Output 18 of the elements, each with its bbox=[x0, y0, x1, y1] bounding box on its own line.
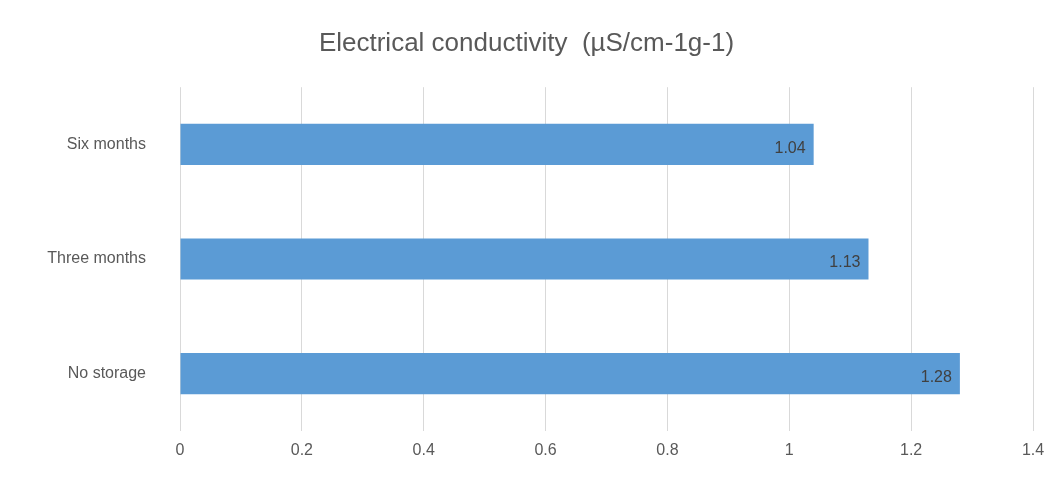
data-label: 1.04 bbox=[774, 138, 806, 156]
bar bbox=[180, 238, 869, 280]
y-tick-label: Six months bbox=[66, 134, 146, 152]
x-tick-label: 1.2 bbox=[900, 440, 923, 458]
x-tick-label: 1.4 bbox=[1021, 440, 1045, 458]
x-tick-label: 0.2 bbox=[290, 440, 314, 458]
chart-title: Electrical conductivity (µS/cm-1g-1) bbox=[318, 26, 735, 57]
x-tick-label: 0.8 bbox=[656, 440, 679, 458]
y-tick-label: Three months bbox=[47, 249, 146, 267]
data-label: 1.28 bbox=[920, 367, 952, 385]
bar bbox=[180, 123, 814, 166]
data-label: 1.13 bbox=[829, 253, 861, 271]
x-tick-label: 0 bbox=[175, 440, 185, 458]
y-tick-label: No storage bbox=[67, 363, 147, 381]
bar bbox=[180, 352, 960, 395]
x-tick-label: 1 bbox=[784, 440, 794, 458]
x-tick-label: 0.6 bbox=[534, 440, 557, 458]
x-tick-label: 0.4 bbox=[412, 440, 435, 458]
